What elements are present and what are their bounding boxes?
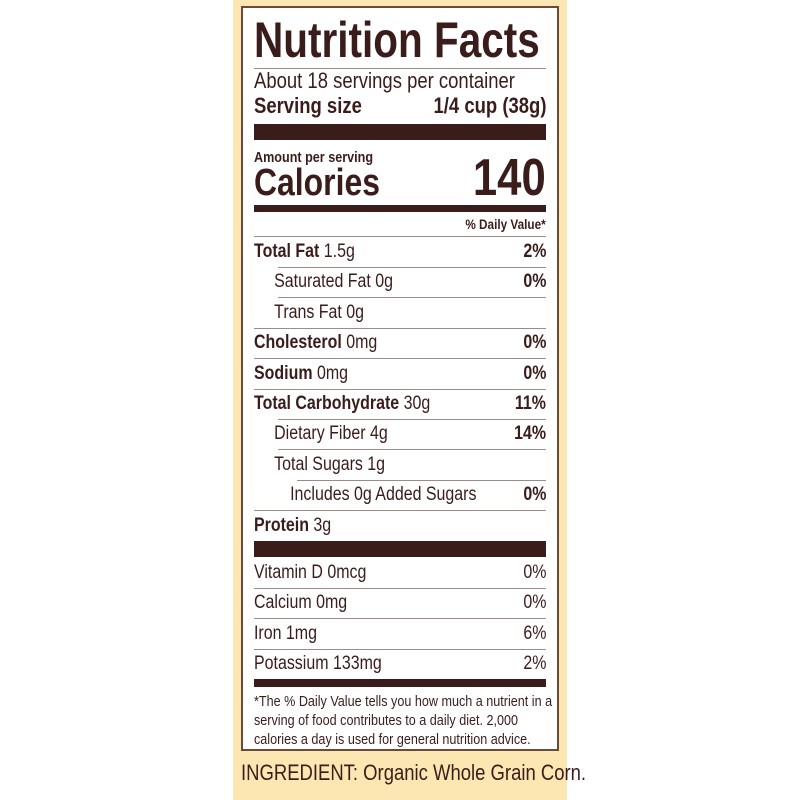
nutrient-name: Saturated Fat 0g bbox=[274, 271, 394, 293]
amount-per-serving: Amount per serving bbox=[254, 148, 374, 166]
nutrient-dv: 0% bbox=[522, 362, 546, 384]
title: Nutrition Facts bbox=[254, 12, 540, 68]
bottom-divider bbox=[254, 679, 546, 687]
vitamin-row: Vitamin D 0mcg 0% bbox=[254, 558, 546, 588]
nutrient-row: Cholesterol 0mg 0% bbox=[254, 328, 546, 358]
nutrient-name: Cholesterol bbox=[254, 332, 342, 354]
vitamin-name: Iron 1mg bbox=[254, 622, 317, 644]
nutrient-amount: 1.5g bbox=[323, 241, 355, 262]
vitamin-row: Potassium 133mg 2% bbox=[254, 649, 546, 679]
vitamin-dv: 0% bbox=[522, 562, 546, 583]
nutrient-dv: 2% bbox=[522, 241, 546, 262]
vitamin-row: Iron 1mg 6% bbox=[254, 619, 546, 649]
nutrient-dv: 14% bbox=[514, 423, 546, 445]
calories-label: Calories bbox=[254, 162, 380, 204]
ingredient-statement: INGREDIENT: Organic Whole Grain Corn. bbox=[241, 760, 587, 785]
calories-value: 140 bbox=[473, 149, 546, 207]
nutrient-row: Sodium 0mg 0% bbox=[254, 359, 546, 389]
vitamin-name: Potassium 133mg bbox=[254, 652, 382, 674]
nutrient-row: Trans Fat 0g bbox=[254, 298, 546, 328]
nutrient-name: Total Fat bbox=[254, 241, 320, 262]
footnote: *The % Daily Value tells you how much a … bbox=[254, 693, 553, 748]
nutrient-amount: 30g bbox=[403, 393, 431, 414]
nutrient-amount: 3g bbox=[313, 514, 332, 536]
nutrient-dv: 0% bbox=[522, 332, 546, 354]
medium-divider bbox=[254, 205, 546, 212]
nutrient-amount: 0mg bbox=[316, 362, 349, 384]
nutrition-label: Nutrition Facts About 18 servings per co… bbox=[241, 6, 559, 751]
nutrient-row: Includes 0g Added Sugars 0% bbox=[254, 480, 546, 510]
vitamin-row: Calcium 0mg 0% bbox=[254, 588, 546, 618]
nutrient-row: Dietary Fiber 4g 14% bbox=[254, 419, 546, 449]
nutrient-dv: 11% bbox=[514, 393, 546, 414]
vitamin-dv: 2% bbox=[522, 652, 546, 674]
thick-divider bbox=[254, 124, 546, 140]
nutrient-row: Saturated Fat 0g 0% bbox=[254, 267, 546, 297]
nutrient-row: Protein 3g bbox=[254, 511, 546, 541]
vitamin-dv: 0% bbox=[522, 592, 546, 614]
nutrient-name: Includes 0g Added Sugars bbox=[290, 484, 477, 506]
serving-size-value: 1/4 cup (38g) bbox=[433, 93, 546, 118]
nutrient-name: Protein bbox=[254, 514, 309, 536]
nutrient-name: Total Carbohydrate bbox=[254, 393, 400, 414]
nutrient-name: Sodium bbox=[254, 362, 313, 384]
nutrient-row: Total Sugars 1g bbox=[254, 450, 546, 480]
nutrient-dv: 0% bbox=[522, 271, 546, 293]
serving-size-label: Serving size bbox=[254, 93, 362, 118]
vitamin-name: Vitamin D 0mcg bbox=[254, 562, 367, 583]
thick-divider bbox=[254, 541, 546, 557]
vitamin-dv: 6% bbox=[522, 622, 546, 644]
nutrient-amount: 0mg bbox=[346, 332, 378, 354]
nutrient-name: Dietary Fiber 4g bbox=[274, 423, 388, 445]
nutrient-row: Total Fat 1.5g 2% bbox=[254, 237, 546, 267]
nutrient-row: Total Carbohydrate 30g 11% bbox=[254, 389, 546, 419]
nutrient-name: Trans Fat 0g bbox=[274, 301, 365, 323]
vitamin-name: Calcium 0mg bbox=[254, 592, 348, 614]
servings-per-container: About 18 servings per container bbox=[254, 68, 515, 93]
nutrient-name: Total Sugars 1g bbox=[274, 453, 386, 475]
nutrient-dv: 0% bbox=[523, 484, 547, 506]
daily-value-header: % Daily Value* bbox=[465, 216, 546, 232]
